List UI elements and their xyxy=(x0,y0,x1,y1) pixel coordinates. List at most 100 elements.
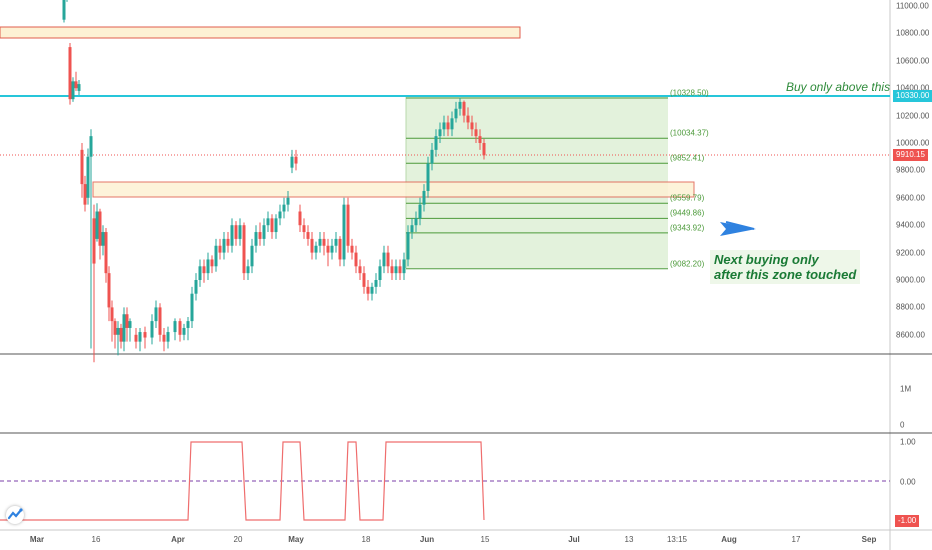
candle-body xyxy=(282,204,286,212)
candle-body xyxy=(430,149,434,164)
candle-body xyxy=(418,204,422,219)
tradingview-logo-icon[interactable] xyxy=(6,506,24,524)
candle-body xyxy=(89,136,93,157)
candle-body xyxy=(143,332,147,338)
time-axis-label: 16 xyxy=(91,535,101,544)
support-zone xyxy=(92,181,695,198)
fib-level-label: (9449.86) xyxy=(670,208,705,218)
candle-body xyxy=(178,321,182,335)
price-axis-label: 10000.00 xyxy=(896,138,930,148)
price-axis-label: 9000.00 xyxy=(896,275,925,285)
price-axis-label: 10200.00 xyxy=(896,111,930,121)
candle-body xyxy=(206,259,210,274)
candle-body xyxy=(442,122,446,130)
price-axis-label: 10400.00 xyxy=(896,83,930,93)
candle-body xyxy=(302,225,306,233)
candle-body xyxy=(83,184,87,205)
price-axis-label: 8600.00 xyxy=(896,330,925,340)
candle-body xyxy=(242,225,246,274)
price-axis-label: 10800.00 xyxy=(896,28,930,38)
candle-body xyxy=(128,321,132,328)
logo-glyph xyxy=(7,508,23,520)
indicator-label-0: 0.00 xyxy=(900,477,916,487)
candle-body xyxy=(342,204,346,260)
candle-body xyxy=(322,238,326,246)
candle-body xyxy=(101,232,105,246)
price-axis-label: 9600.00 xyxy=(896,193,925,203)
candle-body xyxy=(218,245,222,253)
fib-level-label: (9343.92) xyxy=(670,223,705,233)
left-arrow-icon xyxy=(720,222,756,236)
price-axis-label: 10600.00 xyxy=(896,56,930,66)
candle-body xyxy=(254,232,258,246)
candle-body xyxy=(113,321,117,335)
candle-body xyxy=(410,225,414,233)
candle-body xyxy=(226,238,230,246)
candle-body xyxy=(77,84,81,91)
candle-body xyxy=(210,259,214,267)
candle-body xyxy=(104,232,108,274)
next-buying-line-1: Next buying only xyxy=(714,252,819,267)
time-axis-label: Jun xyxy=(419,535,435,544)
candle-body xyxy=(414,218,418,226)
candle-body xyxy=(354,252,358,267)
candle-body xyxy=(173,321,177,333)
candle-body xyxy=(158,307,162,335)
candle-body xyxy=(314,245,318,253)
candle-body xyxy=(330,245,334,253)
candle-body xyxy=(294,156,298,164)
candle-body xyxy=(386,252,390,267)
time-axis-label: May xyxy=(288,535,304,544)
candle-body xyxy=(406,232,410,260)
candle-body xyxy=(438,129,442,137)
candle-body xyxy=(194,280,198,294)
candle-body xyxy=(92,218,96,264)
price-axis-label: 11000.00 xyxy=(896,1,929,11)
candle-body xyxy=(134,334,138,342)
candle-body xyxy=(362,273,366,287)
time-axis-label: Jul xyxy=(568,535,580,544)
candle-body xyxy=(482,143,486,156)
candle-body xyxy=(86,156,90,198)
current-price-tag: 9910.15 xyxy=(893,149,928,161)
candle-body xyxy=(110,307,114,322)
candle-body xyxy=(398,266,402,274)
price-axis-label: 8800.00 xyxy=(896,302,925,312)
candle-body xyxy=(230,225,234,246)
candle-body xyxy=(426,163,430,191)
candle-body xyxy=(186,321,190,328)
candle-body xyxy=(382,252,386,267)
level-price-tag: 10330.00 xyxy=(893,90,932,102)
candle-body xyxy=(366,286,370,294)
fib-level-label: (10034.37) xyxy=(670,128,709,138)
candle-body xyxy=(138,332,142,342)
candle-body xyxy=(125,314,129,328)
volume-label-0: 0 xyxy=(900,420,905,430)
candle-body xyxy=(202,266,206,274)
time-axis-label: 17 xyxy=(791,535,801,544)
candle-body xyxy=(74,81,78,89)
candle-body xyxy=(274,218,278,233)
candle-body xyxy=(222,238,226,253)
volume-label-1m: 1M xyxy=(900,384,912,394)
candle-body xyxy=(258,232,262,239)
fib-level-label: (9559.79) xyxy=(670,193,705,203)
candle-body xyxy=(350,245,354,253)
candle-body xyxy=(262,225,266,239)
time-axis-label: Mar xyxy=(29,535,45,544)
candle-body xyxy=(182,327,186,335)
candle-body xyxy=(71,81,75,100)
candle-body xyxy=(266,218,270,226)
candle-body xyxy=(402,259,406,274)
candle-body xyxy=(270,218,274,233)
price-axis-label: 9800.00 xyxy=(896,165,925,175)
candle-body xyxy=(390,266,394,274)
candle-body xyxy=(116,327,120,335)
left-arrow-shaft xyxy=(725,221,755,230)
time-axis-label: 15 xyxy=(480,535,490,544)
time-axis-label: 18 xyxy=(361,535,371,544)
candle-body xyxy=(246,266,250,274)
fib-level-label: (9852.41) xyxy=(670,153,705,163)
candle-body xyxy=(98,211,102,246)
